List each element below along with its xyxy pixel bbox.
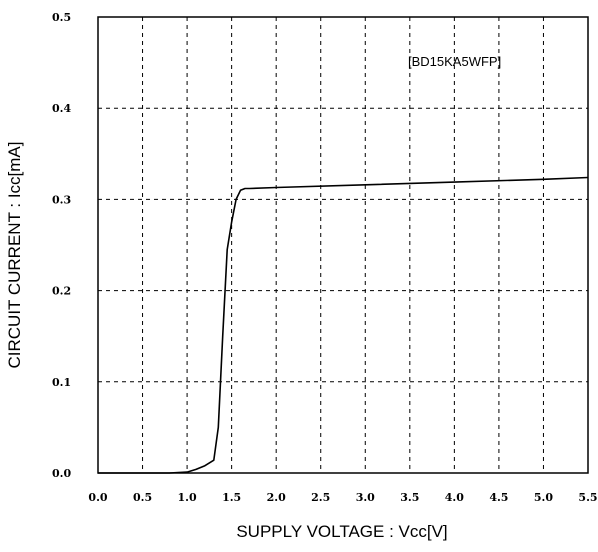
x-tick-label: 5.5	[578, 491, 597, 504]
y-tick-label: 0.0	[52, 467, 71, 480]
marks	[98, 176, 589, 474]
y-axis-label: CIRCUIT CURRENT : Icc[mA]	[5, 142, 24, 369]
x-tick-label: 0.0	[88, 491, 107, 504]
plot-frame	[97, 16, 589, 474]
y-tick-label: 0.2	[52, 285, 71, 298]
x-tick-label: 3.0	[356, 491, 375, 504]
x-tick-label: 4.0	[445, 491, 464, 504]
x-tick-label: 2.0	[267, 491, 286, 504]
x-tick-label: 1.0	[178, 491, 197, 504]
x-tick-label: 2.5	[311, 491, 330, 504]
grid	[98, 17, 588, 473]
x-tick-label: 0.5	[133, 491, 152, 504]
y-tick-label: 0.5	[52, 11, 71, 24]
x-tick-label: 4.5	[489, 491, 508, 504]
y-tick-label: 0.3	[52, 193, 71, 206]
series-line	[98, 176, 589, 474]
x-axis-label: SUPPLY VOLTAGE : Vcc[V]	[236, 522, 447, 541]
x-tick-label: 5.0	[534, 491, 553, 504]
x-tick-label: 1.5	[222, 491, 241, 504]
y-tick-labels: 0.0 0.1 0.2 0.3 0.4 0.5	[52, 11, 71, 480]
chart-annotation: [BD15KA5WFP]	[408, 54, 501, 69]
y-tick-label: 0.1	[52, 376, 71, 389]
x-tick-labels: 0.0 0.5 1.0 1.5 2.0 2.5 3.0 3.5 4.0 4.5 5.0 5.5	[88, 491, 597, 504]
y-tick-label: 0.4	[52, 102, 71, 115]
x-tick-label: 3.5	[400, 491, 419, 504]
